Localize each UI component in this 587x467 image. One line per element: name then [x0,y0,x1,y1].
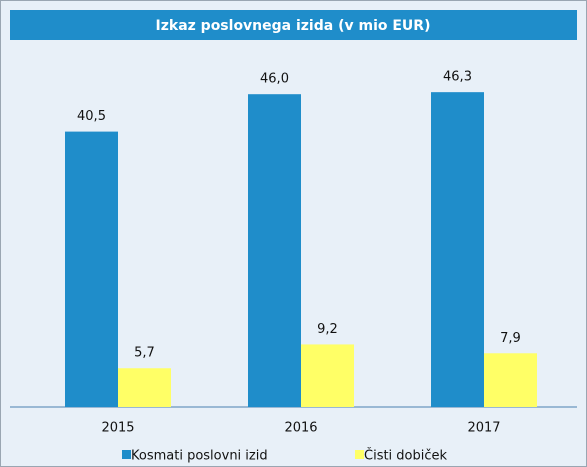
data-label: 46,0 [260,72,289,87]
data-label: 7,9 [500,331,521,346]
bar [248,94,301,407]
x-tick-label: 2016 [284,421,317,436]
data-label: 9,2 [317,322,338,337]
data-label: 46,3 [443,70,472,85]
bar [301,344,354,407]
x-tick-label: 2017 [467,421,500,436]
bar [431,92,484,407]
x-tick-label: 2015 [101,421,134,436]
bar [484,353,537,407]
bar [65,131,118,407]
legend-swatch [122,450,131,459]
chart-title: Izkaz poslovnega izida (v mio EUR) [156,18,431,34]
legend-label: Kosmati poslovni izid [131,449,268,464]
title-bar [10,10,577,40]
legend-swatch [355,450,364,459]
legend-label: Čisti dobiček [364,448,448,464]
data-label: 5,7 [134,346,155,361]
bar [118,368,171,407]
data-label: 40,5 [77,109,106,124]
